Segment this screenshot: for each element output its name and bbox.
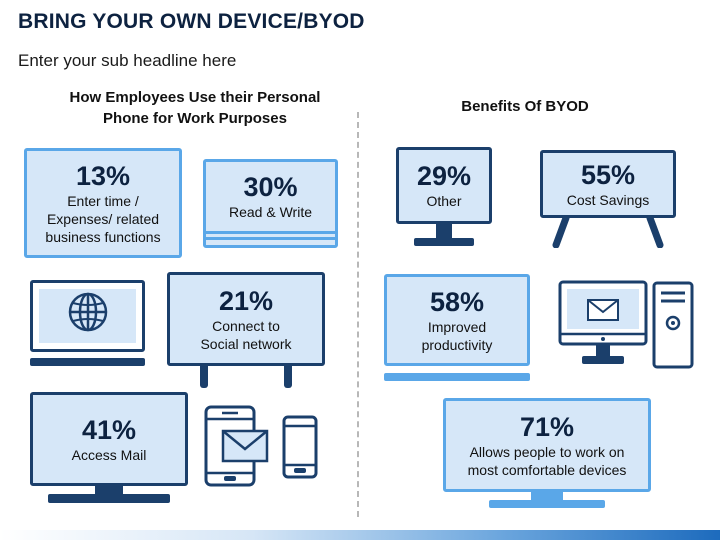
stat-card-productivity: 58% Improved productivity [384, 274, 530, 384]
stat-label: Access Mail [71, 446, 147, 463]
stat-percent: 55% [580, 159, 636, 190]
smartphone-icon [282, 415, 318, 479]
monitor-neck [436, 224, 452, 238]
stat-percent: 71% [519, 411, 575, 442]
stat-label: most comfortable devices [467, 461, 627, 478]
monitor-base [414, 238, 474, 246]
laptop-globe-icon [30, 280, 145, 366]
page-subtitle: Enter your sub headline here [18, 51, 237, 70]
stat-label: business functions [45, 228, 161, 245]
monitor-base [48, 494, 170, 503]
section-divider [357, 112, 359, 517]
stat-label: Read & Write [229, 204, 312, 220]
stat-percent: 58% [429, 286, 485, 317]
stat-label: Social network [200, 335, 292, 352]
stat-card-access-mail: 41% Access Mail [30, 392, 188, 507]
bottom-gradient-bar [0, 530, 720, 540]
stat-card-cost-savings: 55% Cost Savings [540, 150, 676, 248]
stat-monitor: 41% Access Mail [30, 392, 188, 486]
stat-card-enter-time: 13% Enter time / Expenses/ related busin… [24, 148, 182, 258]
monitor-base [489, 500, 605, 508]
left-section-heading: How Employees Use their Personal Phone f… [69, 89, 321, 127]
stat-monitor: 71% Allows people to work on most comfor… [443, 398, 651, 492]
stat-monitor: 29% Other [396, 147, 492, 224]
stat-label: Connect to [212, 317, 280, 334]
stat-laptop-screen: 58% Improved productivity [384, 274, 530, 366]
tablet-mail-icon [204, 405, 269, 487]
stat-label: Improved [427, 318, 487, 335]
desktop-mail-icon [558, 280, 648, 366]
stat-percent: 41% [81, 414, 137, 445]
page-title: BRING YOUR OWN DEVICE/BYOD [18, 10, 365, 33]
stat-card-other: 29% Other [396, 147, 492, 249]
stat-card-read-write: 30% Read & Write [203, 159, 338, 254]
board-leg [200, 366, 208, 388]
stack-top: 30% Read & Write [203, 159, 338, 234]
right-section-heading: Benefits Of BYOD [461, 98, 589, 115]
stat-percent: 29% [416, 161, 472, 191]
stat-board: 55% Cost Savings [540, 150, 676, 218]
stat-label: productivity [421, 336, 493, 353]
monitor-neck [95, 486, 123, 494]
laptop-base [384, 373, 530, 381]
stat-label: Allows people to work on [469, 443, 625, 460]
stat-label: Enter time / [67, 192, 139, 209]
stat-percent: 21% [218, 285, 274, 316]
stat-label: Expenses/ related [46, 210, 160, 227]
cpu-tower-icon [652, 281, 694, 369]
stat-card-social: 21% Connect to Social network [167, 272, 325, 392]
stat-card-comfortable-devices: 71% Allows people to work on most comfor… [443, 398, 651, 510]
monitor-neck [531, 492, 563, 500]
board-leg [284, 366, 292, 388]
stat-board: 21% Connect to Social network [167, 272, 325, 366]
stat-label: Cost Savings [566, 191, 650, 208]
stat-label: Other [426, 193, 462, 209]
stat-percent: 13% [75, 160, 131, 191]
stat-percent: 30% [243, 172, 298, 202]
